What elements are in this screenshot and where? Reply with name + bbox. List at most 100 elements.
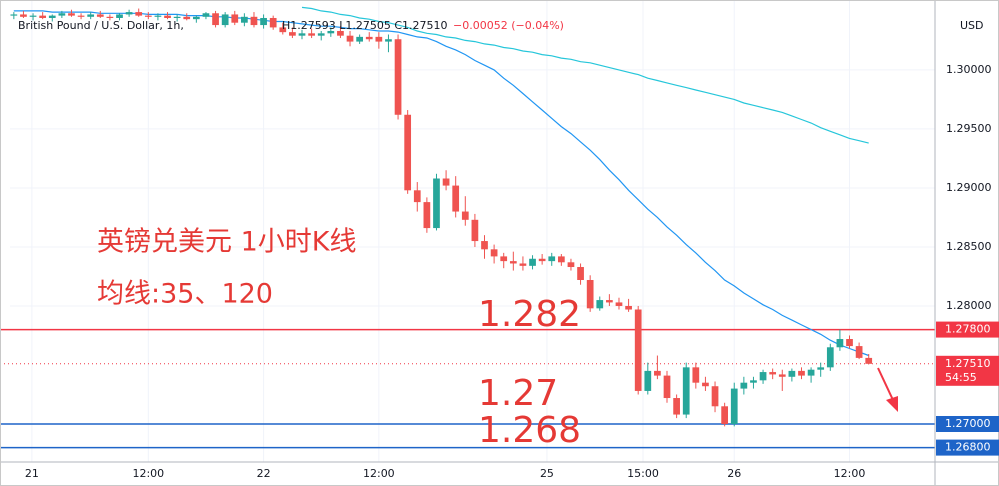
candle-body <box>433 178 440 229</box>
y-tick-label: 1.28000 <box>946 299 992 312</box>
candle-body <box>846 339 853 347</box>
candle-body <box>481 241 488 250</box>
arrow-head <box>886 396 898 412</box>
candle-body <box>10 14 18 16</box>
y-tick-label: 1.28500 <box>946 240 992 253</box>
x-tick-label: 12:00 <box>132 467 164 480</box>
candle-body <box>730 388 738 424</box>
candle-body <box>394 39 402 115</box>
price-badge <box>936 439 999 456</box>
candle-body <box>740 382 748 389</box>
candle-body <box>173 16 181 18</box>
candle-body <box>385 39 392 42</box>
last-price-badge <box>936 355 999 386</box>
candle-body <box>865 357 873 364</box>
ohlc-values: H1.27593 L1.27505 C1.27510 <box>282 19 448 32</box>
price-badge-label: 1.27000 <box>945 417 991 430</box>
candle-body <box>654 370 661 376</box>
candle-body <box>48 15 56 18</box>
x-tick-label: 22 <box>257 467 271 480</box>
candle-body <box>769 372 777 375</box>
candle-body <box>29 15 37 17</box>
annotation: 英镑兑美元 1小时K线 <box>97 227 356 258</box>
candle-body <box>711 386 719 407</box>
candle-body <box>144 15 152 17</box>
candle-body <box>202 13 210 17</box>
candle-body <box>116 14 123 18</box>
candle-body <box>375 36 383 42</box>
candle-body <box>634 309 642 391</box>
candle-body <box>106 16 114 18</box>
candle-body <box>87 14 95 17</box>
candle-body <box>413 190 421 203</box>
candle-body <box>58 13 66 16</box>
candle-body <box>577 267 584 281</box>
arrow-shaft <box>877 367 894 401</box>
x-tick-label: 15:00 <box>627 467 659 480</box>
candle-body <box>702 382 709 387</box>
price-badge-label: 1.27800 <box>945 323 991 336</box>
candle-body <box>500 256 508 262</box>
candle-body <box>817 367 825 370</box>
candle-body <box>39 15 47 18</box>
x-tick-label: 12:00 <box>363 467 395 480</box>
candle-body <box>164 15 171 18</box>
x-tick-label: 26 <box>727 467 741 480</box>
candle-body <box>788 370 796 377</box>
x-tick-label: 25 <box>540 467 554 480</box>
candle-body <box>442 178 450 186</box>
candle-body <box>721 406 729 424</box>
candle-body <box>778 374 786 377</box>
candle-body <box>548 256 556 262</box>
price-badge <box>936 415 999 432</box>
candle-body <box>855 346 863 358</box>
candle-body <box>596 300 604 309</box>
candle-body <box>269 17 277 28</box>
currency: USD <box>960 19 984 32</box>
candle-body <box>356 36 363 42</box>
candle-body <box>260 17 267 26</box>
candle-body <box>241 16 248 23</box>
candle-body <box>212 13 219 26</box>
candle-body <box>317 33 325 36</box>
countdown: 54:55 <box>945 371 977 384</box>
arrow <box>877 367 898 412</box>
candle-body <box>750 380 757 383</box>
candle-body <box>365 36 373 40</box>
chart-title: British Pound / U.S. Dollar, 1h, <box>18 19 184 32</box>
price-badge-label: 1.26800 <box>945 441 991 454</box>
candle-body <box>625 305 632 310</box>
candle-body <box>682 367 690 415</box>
candle-body <box>298 33 306 36</box>
candle-body <box>125 12 133 15</box>
y-tick-label: 1.29500 <box>946 122 992 135</box>
annotation: 1.282 <box>478 294 581 335</box>
candle-body <box>606 300 613 303</box>
candle-body <box>404 114 412 191</box>
candle-body <box>77 15 85 17</box>
annotation: 1.27 <box>478 373 558 414</box>
candle-body <box>644 370 652 391</box>
candle-body <box>96 14 104 17</box>
last-price-label: 1.27510 <box>945 357 991 370</box>
candle-body <box>519 263 527 266</box>
x-tick-label: 21 <box>25 467 39 480</box>
candle-body <box>250 16 258 26</box>
candle-body <box>692 367 700 383</box>
candle-body <box>68 13 75 16</box>
candle-body <box>759 372 767 381</box>
annotation: 1.268 <box>478 410 581 451</box>
candle-body <box>490 249 498 257</box>
candle-body <box>798 370 805 376</box>
candle-body <box>471 219 479 242</box>
price-badge <box>936 321 999 338</box>
candle-body <box>337 30 344 36</box>
change: −0.00052 (−0.04%) <box>453 19 564 32</box>
moving-average <box>301 6 869 144</box>
candle-body <box>836 339 844 348</box>
candle-body <box>308 33 315 36</box>
x-tick-label: 12:00 <box>834 467 866 480</box>
candle-body <box>279 27 287 33</box>
